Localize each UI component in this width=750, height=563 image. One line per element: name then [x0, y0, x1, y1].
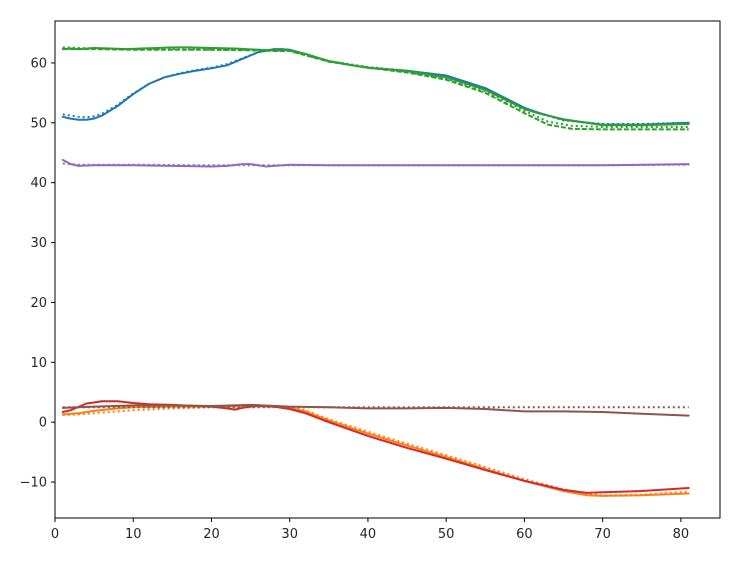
x-tick-label: 60	[516, 527, 533, 542]
y-tick-label: 40	[30, 176, 47, 191]
x-tick-label: 0	[51, 527, 59, 542]
y-tick-label: 10	[30, 356, 47, 371]
x-axis: 0 10 20 30 40 50 60 70 80	[51, 518, 689, 542]
series-line-9	[62, 405, 689, 497]
y-tick-label: −10	[20, 476, 47, 491]
series-line-3	[61, 46, 690, 127]
y-axis: −10 0 10 20 30 40 50 60	[20, 56, 55, 491]
series-line-6	[61, 158, 690, 168]
series-line-2	[62, 48, 689, 125]
series-line-5	[62, 48, 689, 131]
series-line-7	[62, 162, 689, 167]
y-tick-label: 30	[30, 236, 47, 251]
x-tick-label: 50	[438, 527, 455, 542]
y-tick-label: 60	[30, 56, 47, 71]
x-tick-label: 80	[673, 527, 690, 542]
x-tick-label: 10	[125, 527, 142, 542]
plot-lines	[61, 46, 690, 497]
x-tick-label: 30	[281, 527, 298, 542]
series-line-1	[61, 48, 690, 126]
y-tick-label: 0	[39, 416, 47, 431]
y-tick-label: 20	[30, 296, 47, 311]
series-line-10	[61, 400, 690, 494]
x-tick-label: 40	[360, 527, 377, 542]
plot-frame	[54, 20, 721, 519]
series-line-4	[62, 46, 689, 128]
series-line-8	[61, 405, 690, 497]
x-tick-label: 20	[203, 527, 220, 542]
y-tick-label: 50	[30, 116, 47, 131]
x-tick-label: 70	[594, 527, 611, 542]
series-line-11	[61, 403, 690, 417]
